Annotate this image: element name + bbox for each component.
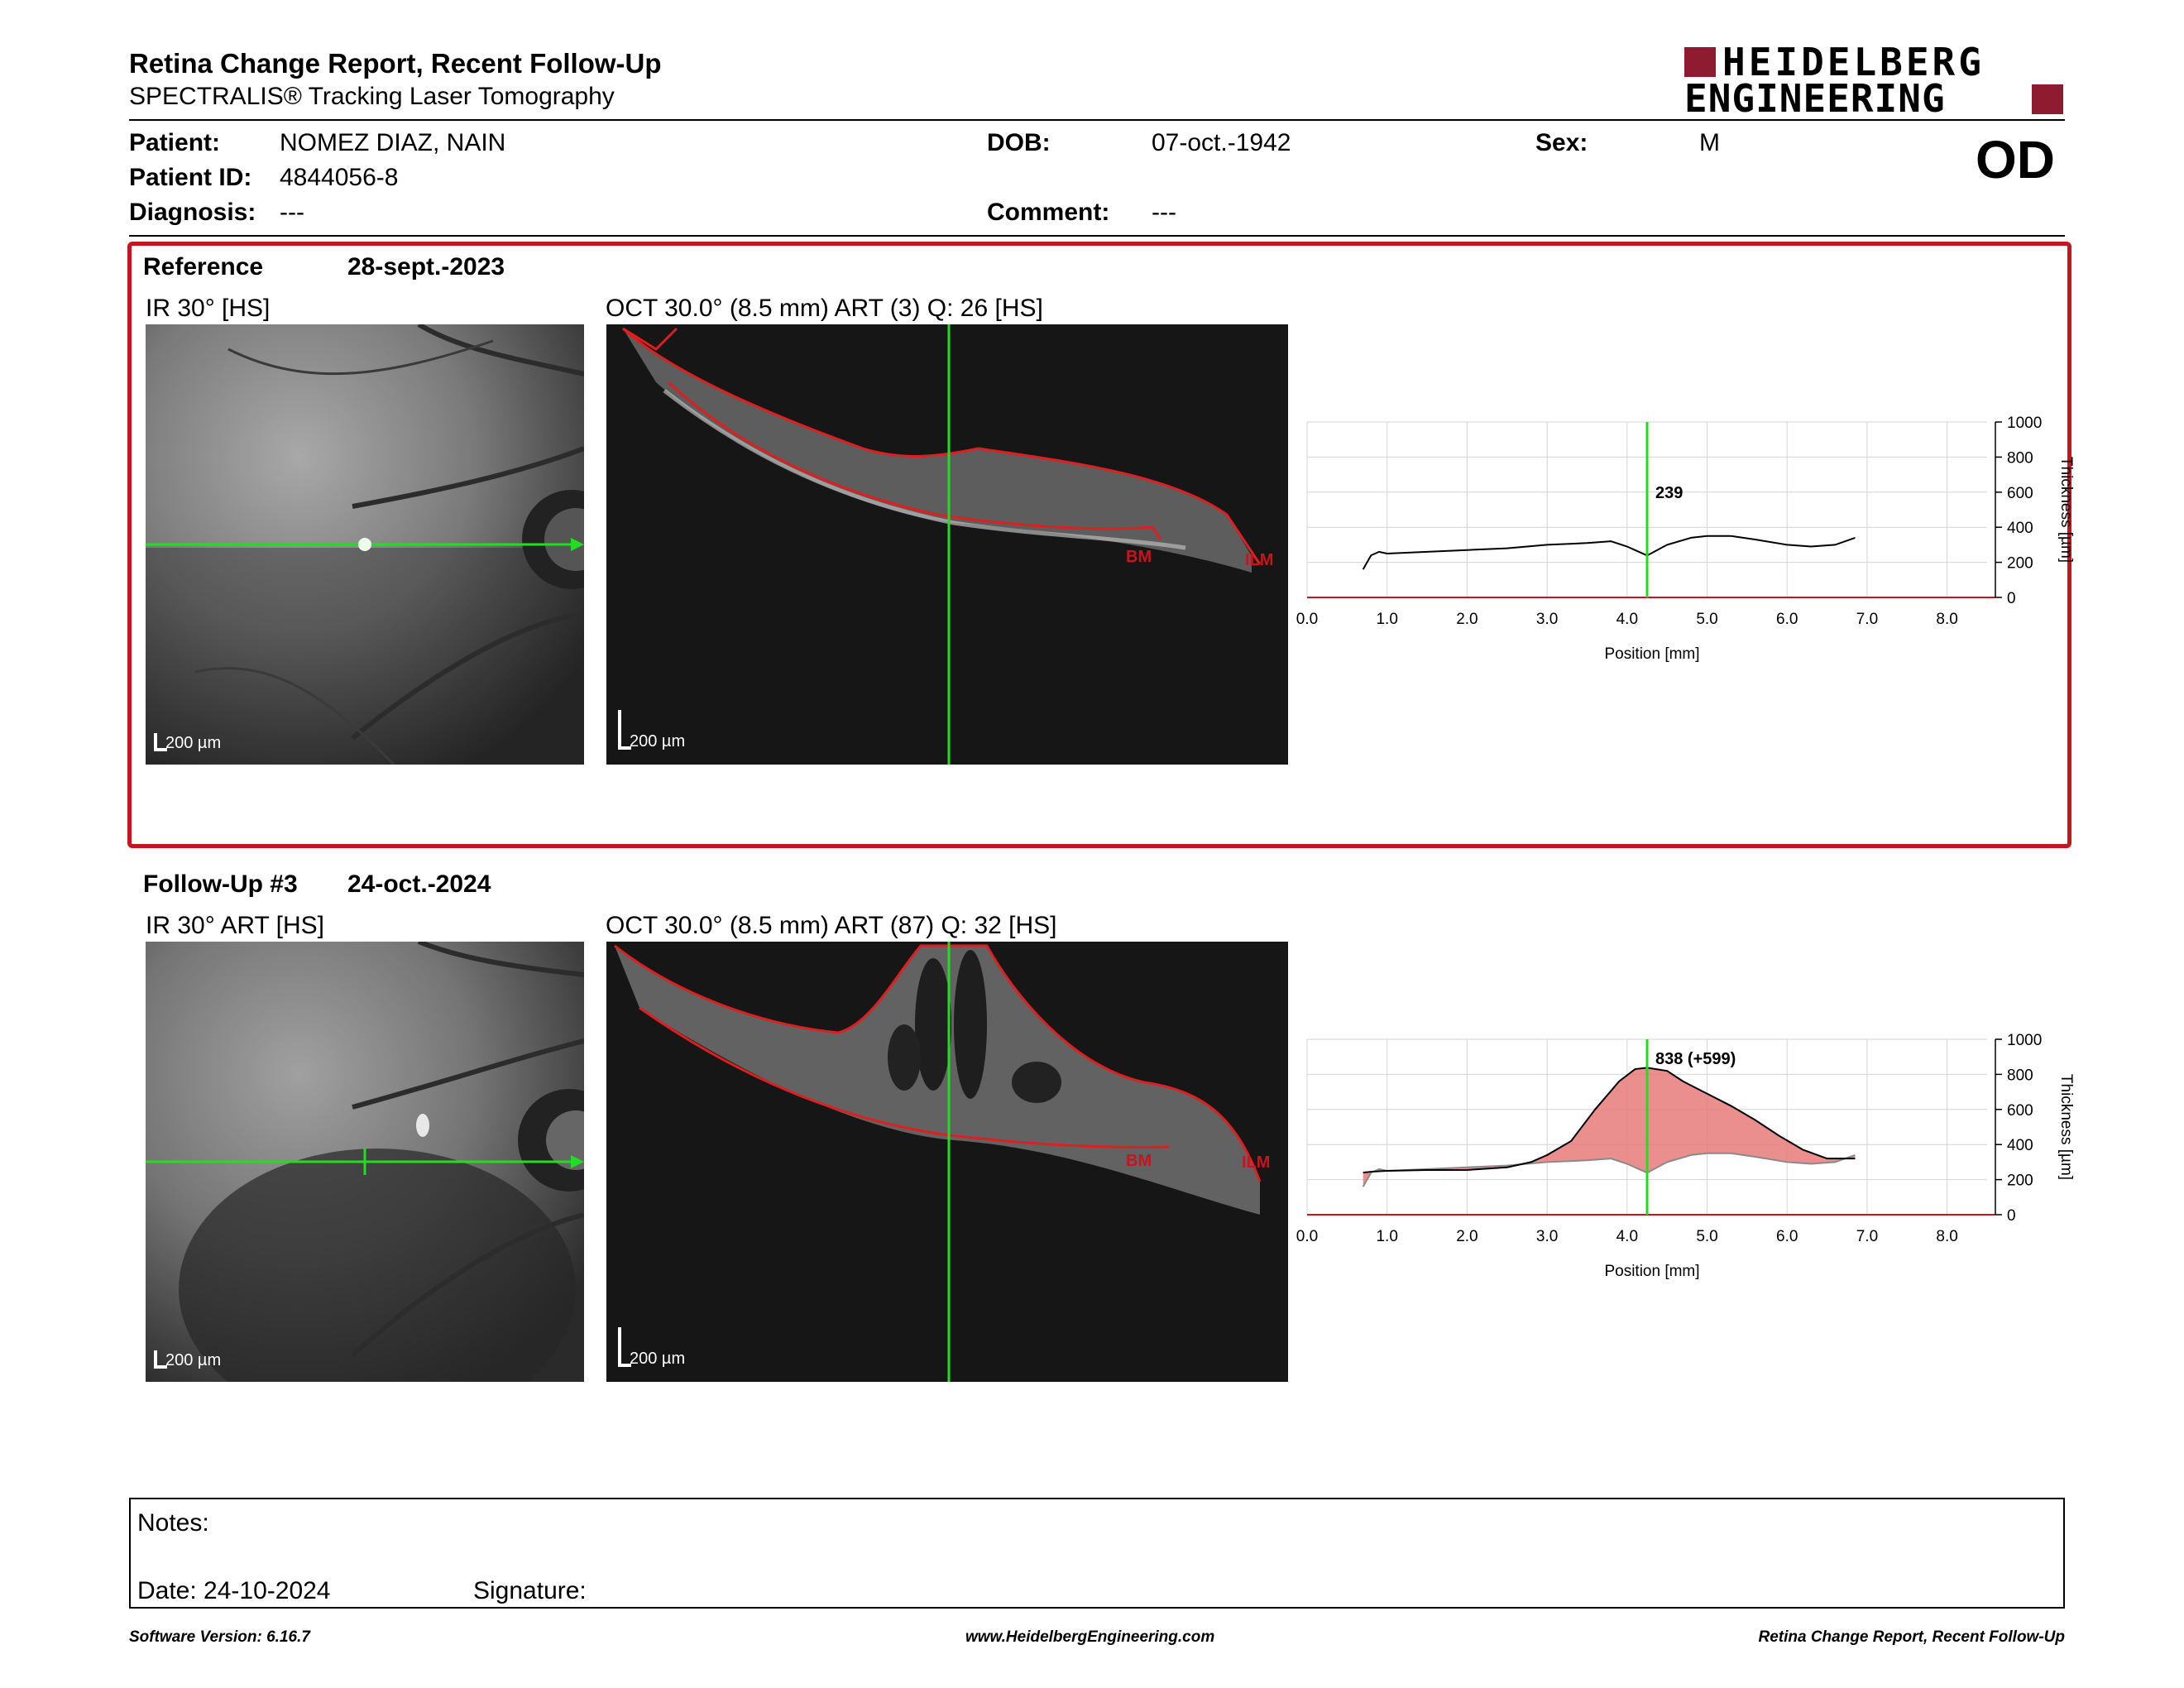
notes-box: Notes: Date: 24-10-2024 Signature: <box>129 1498 2065 1609</box>
diagnosis-label: Diagnosis: <box>129 199 256 226</box>
x-tick-label: 5.0 <box>1696 1228 1717 1245</box>
y-tick-label: 400 <box>2007 520 2033 537</box>
reference-label: Reference <box>143 253 264 281</box>
report-title: Retina Change Report, Recent Follow-Up <box>129 48 662 79</box>
x-tick-label: 3.0 <box>1536 1228 1558 1245</box>
x-tick-label: 1.0 <box>1376 611 1397 628</box>
x-tick-label: 4.0 <box>1616 1228 1638 1245</box>
thickness-line <box>1362 535 1856 570</box>
reference-panel <box>127 242 2071 848</box>
x-tick-label: 0.0 <box>1296 611 1318 628</box>
signature-label: Signature: <box>473 1577 587 1604</box>
followup-oct-image: BM ILM 200 µm <box>606 942 1288 1382</box>
followup-oct-title: OCT 30.0° (8.5 mm) ART (87) Q: 32 [HS] <box>606 912 1057 939</box>
cursor-value-label: 838 (+599) <box>1655 1050 1736 1068</box>
footer-software-version: Software Version: 6.16.7 <box>129 1628 310 1646</box>
y-tick-label: 1000 <box>2007 415 2042 432</box>
reference-oct-image: BM ILM 200 µm <box>606 324 1288 765</box>
patient-name: NOMEZ DIAZ, NAIN <box>280 129 506 156</box>
dob-label: DOB: <box>987 129 1051 156</box>
reference-ir-title: IR 30° [HS] <box>146 295 271 322</box>
comment-value: --- <box>1152 199 1176 226</box>
reference-ir-image: 200 µm <box>146 324 584 765</box>
followup-thickness-line <box>1363 1067 1856 1174</box>
x-axis-label: Position [mm] <box>1604 1263 1699 1280</box>
sex-label: Sex: <box>1535 129 1588 156</box>
x-tick-label: 8.0 <box>1936 611 1957 628</box>
x-tick-label: 6.0 <box>1776 1228 1798 1245</box>
y-tick-label: 400 <box>2007 1137 2033 1154</box>
y-tick-label: 0 <box>2007 590 2016 607</box>
x-tick-label: 2.0 <box>1456 1228 1478 1245</box>
y-tick-label: 600 <box>2007 485 2033 502</box>
x-tick-label: 5.0 <box>1696 611 1717 628</box>
y-axis-label: Thickness [µm] <box>2057 457 2075 563</box>
patient-id: 4844056-8 <box>280 164 399 191</box>
x-tick-label: 7.0 <box>1856 611 1878 628</box>
x-tick-label: 3.0 <box>1536 611 1558 628</box>
x-tick-label: 7.0 <box>1856 1228 1878 1245</box>
notes-date: Date: 24-10-2024 <box>137 1577 331 1604</box>
x-tick-label: 6.0 <box>1776 611 1798 628</box>
reference-date: 28-sept.-2023 <box>347 253 505 281</box>
x-tick-label: 1.0 <box>1376 1228 1397 1245</box>
followup-ir-title: IR 30° ART [HS] <box>146 912 324 939</box>
y-tick-label: 600 <box>2007 1102 2033 1120</box>
sex-value: M <box>1699 129 1720 156</box>
followup-date: 24-oct.-2024 <box>347 870 491 898</box>
dob-value: 07-oct.-1942 <box>1152 129 1291 156</box>
followup-ir-image: 200 µm <box>146 942 584 1382</box>
notes-label: Notes: <box>137 1509 209 1537</box>
report-subtitle: SPECTRALIS® Tracking Laser Tomography <box>129 83 615 110</box>
followup-thickness-chart: 0.0 1.0 2.0 3.0 4.0 5.0 6.0 7.0 8.0 0 200 400 600 800… <box>1296 1032 2075 1280</box>
thickness-change-area <box>1363 1067 1856 1187</box>
followup-bm-label: BM <box>1126 1152 1152 1170</box>
patient-name-label: Patient: <box>129 129 221 156</box>
x-tick-label: 8.0 <box>1936 1228 1957 1245</box>
diagnosis-value: --- <box>280 199 304 226</box>
footer-website[interactable]: www.HeidelbergEngineering.com <box>965 1628 1215 1646</box>
comment-label: Comment: <box>987 199 1110 226</box>
x-tick-label: 0.0 <box>1296 1228 1318 1245</box>
heidelberg-logo: HEIDELBERG ENGINEERING <box>1684 40 2065 121</box>
y-tick-label: 1000 <box>2007 1032 2042 1049</box>
x-tick-label: 4.0 <box>1616 611 1638 628</box>
y-tick-label: 200 <box>2007 555 2033 573</box>
reference-oct-title: OCT 30.0° (8.5 mm) ART (3) Q: 26 [HS] <box>606 295 1043 322</box>
y-tick-label: 0 <box>2007 1207 2016 1225</box>
footer-report-name: Retina Change Report, Recent Follow-Up <box>1758 1628 2065 1646</box>
patient-id-label: Patient ID: <box>129 164 252 191</box>
reference-bm-label: BM <box>1126 548 1152 566</box>
y-tick-label: 200 <box>2007 1172 2033 1190</box>
y-tick-label: 800 <box>2007 449 2033 467</box>
followup-ilm-label: ILM <box>1242 1153 1271 1172</box>
x-tick-label: 2.0 <box>1456 611 1478 628</box>
x-axis-label: Position [mm] <box>1604 645 1699 663</box>
followup-label: Follow-Up #3 <box>143 870 298 898</box>
y-tick-label: 800 <box>2007 1067 2033 1084</box>
reference-thickness-chart: 0.0 1.0 2.0 3.0 4.0 5.0 6.0 7.0 8.0 0 200 400 600 800… <box>1296 415 2075 663</box>
reference-ilm-label: ILM <box>1245 551 1274 569</box>
eye-indicator: OD <box>1976 130 2055 189</box>
cursor-value-label: 239 <box>1655 484 1683 502</box>
y-axis-label: Thickness [µm] <box>2057 1074 2075 1180</box>
